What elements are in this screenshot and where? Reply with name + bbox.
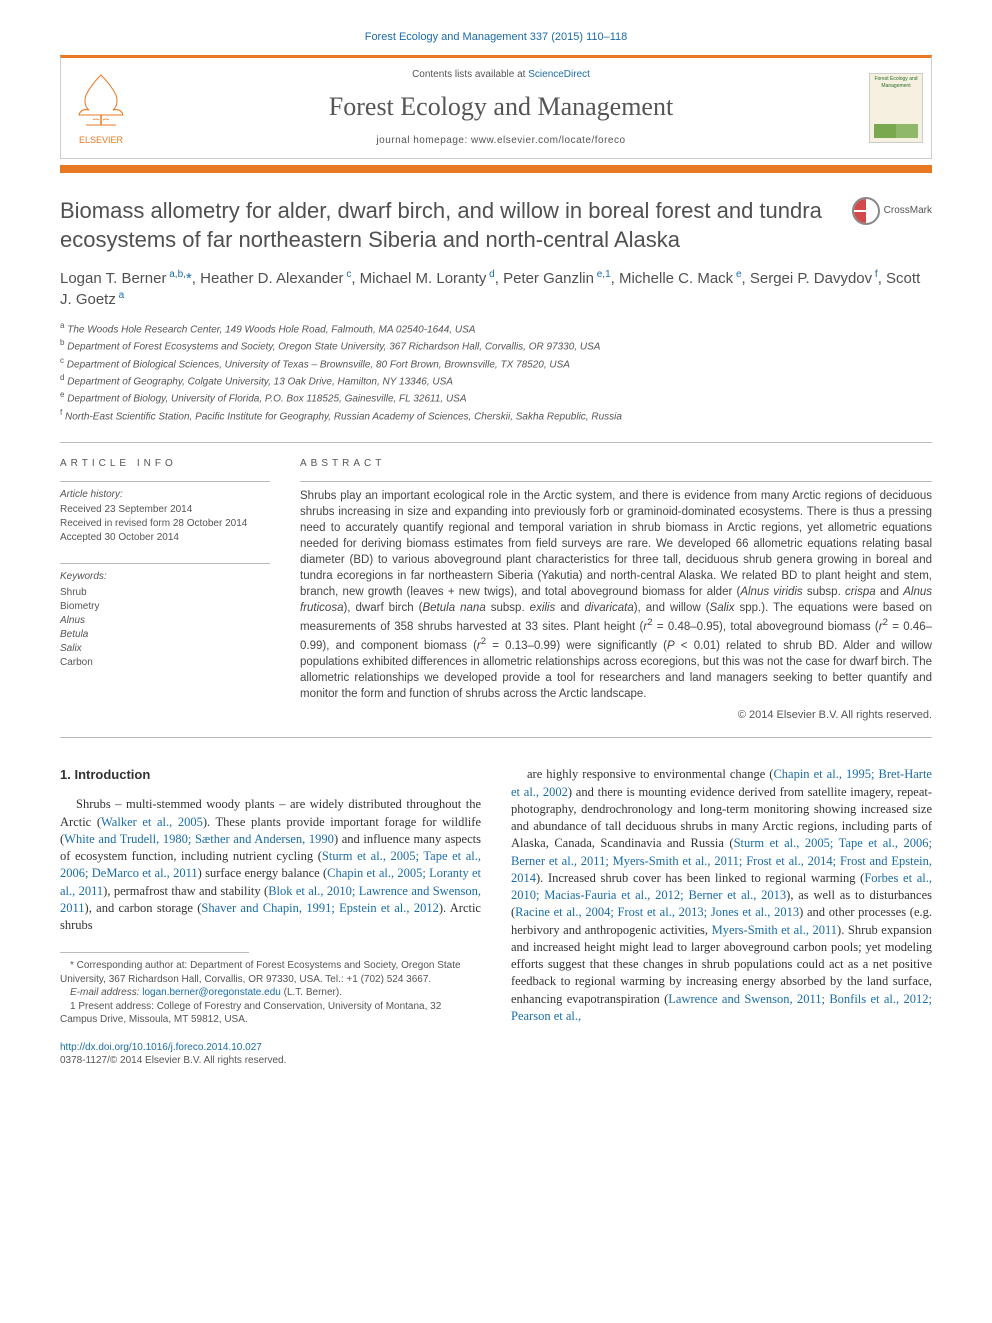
elsevier-logo-text: ELSEVIER — [79, 134, 123, 146]
journal-header-box: ELSEVIER Contents lists available at Sci… — [60, 55, 932, 159]
journal-cover[interactable]: Forest Ecology and Management — [861, 58, 931, 158]
doi-link[interactable]: http://dx.doi.org/10.1016/j.foreco.2014.… — [60, 1042, 262, 1053]
authors-list: Logan T. Berner a,b,*, Heather D. Alexan… — [60, 268, 932, 310]
affiliation-a: a The Woods Hole Research Center, 149 Wo… — [60, 320, 932, 337]
keyword-3: Betula — [60, 628, 270, 642]
keyword-5: Carbon — [60, 656, 270, 670]
affiliation-e: e Department of Biology, University of F… — [60, 389, 932, 406]
section-title: Introduction — [74, 767, 150, 782]
cover-green-band — [874, 124, 918, 138]
abstract-copyright: © 2014 Elsevier B.V. All rights reserved… — [300, 708, 932, 723]
affiliation-b: b Department of Forest Ecosystems and So… — [60, 337, 932, 354]
abstract-heading: ABSTRACT — [300, 457, 932, 471]
column-right: are highly responsive to environmental c… — [511, 766, 932, 1066]
email-suffix: (L.T. Berner). — [284, 987, 342, 998]
history-received: Received 23 September 2014 — [60, 503, 270, 517]
intro-para-col2: are highly responsive to environmental c… — [511, 766, 932, 1025]
affiliation-d: d Department of Geography, Colgate Unive… — [60, 372, 932, 389]
title-row: Biomass allometry for alder, dwarf birch… — [60, 197, 932, 254]
affiliation-f: f North-East Scientific Station, Pacific… — [60, 407, 932, 424]
intro-para-col1: Shrubs – multi-stemmed woody plants – ar… — [60, 796, 481, 934]
journal-name: Forest Ecology and Management — [329, 89, 673, 124]
homepage-url[interactable]: www.elsevier.com/locate/foreco — [471, 135, 626, 146]
keyword-1: Biometry — [60, 600, 270, 614]
article-info-col: ARTICLE INFO Article history: Received 2… — [60, 457, 270, 723]
column-left: 1. Introduction Shrubs – multi-stemmed w… — [60, 766, 481, 1066]
abstract-col: ABSTRACT Shrubs play an important ecolog… — [300, 457, 932, 723]
contents-line: Contents lists available at ScienceDirec… — [412, 68, 590, 82]
keyword-2: Alnus — [60, 614, 270, 628]
header-center: Contents lists available at ScienceDirec… — [141, 58, 861, 158]
email-label: E-mail address: — [70, 987, 139, 998]
section-number: 1. — [60, 767, 71, 782]
footnote-email: E-mail address: logan.berner@oregonstate… — [60, 986, 481, 1000]
footnote-present-address: 1 Present address: College of Forestry a… — [60, 1000, 481, 1027]
email-link[interactable]: logan.berner@oregonstate.edu — [142, 987, 281, 998]
journal-homepage: journal homepage: www.elsevier.com/locat… — [376, 134, 625, 148]
elsevier-tree-icon — [71, 70, 131, 130]
footnote-corresponding: * Corresponding author at: Department of… — [60, 959, 481, 986]
info-divider-2 — [60, 563, 270, 564]
section-1-heading: 1. Introduction — [60, 766, 481, 784]
cover-thumbnail: Forest Ecology and Management — [869, 73, 923, 143]
homepage-prefix: journal homepage: — [376, 135, 471, 146]
history-label: Article history: — [60, 488, 270, 502]
keyword-4: Salix — [60, 642, 270, 656]
history-revised: Received in revised form 28 October 2014 — [60, 517, 270, 531]
crossmark-badge[interactable]: CrossMark — [852, 197, 932, 225]
info-abstract-row: ARTICLE INFO Article history: Received 2… — [60, 443, 932, 737]
issn-copyright: 0378-1127/© 2014 Elsevier B.V. All right… — [60, 1055, 286, 1066]
body-columns: 1. Introduction Shrubs – multi-stemmed w… — [60, 766, 932, 1066]
sciencedirect-link[interactable]: ScienceDirect — [528, 69, 590, 80]
bottom-info: http://dx.doi.org/10.1016/j.foreco.2014.… — [60, 1041, 481, 1067]
keyword-0: Shrub — [60, 586, 270, 600]
keywords-label: Keywords: — [60, 570, 270, 584]
elsevier-logo[interactable]: ELSEVIER — [61, 58, 141, 158]
history-accepted: Accepted 30 October 2014 — [60, 531, 270, 545]
crossmark-label: CrossMark — [884, 204, 932, 218]
cover-title-text: Forest Ecology and Management — [870, 74, 922, 92]
contents-prefix: Contents lists available at — [412, 69, 528, 80]
abstract-text: Shrubs play an important ecological role… — [300, 482, 932, 703]
orange-accent-bar — [60, 165, 932, 173]
article-title: Biomass allometry for alder, dwarf birch… — [60, 197, 832, 254]
divider-bottom — [60, 737, 932, 738]
top-citation[interactable]: Forest Ecology and Management 337 (2015)… — [60, 30, 932, 45]
footnotes: * Corresponding author at: Department of… — [60, 959, 481, 1027]
footnote-divider — [60, 952, 249, 953]
article-info-heading: ARTICLE INFO — [60, 457, 270, 471]
affiliation-c: c Department of Biological Sciences, Uni… — [60, 355, 932, 372]
crossmark-icon — [852, 197, 880, 225]
affiliations: a The Woods Hole Research Center, 149 Wo… — [60, 320, 932, 424]
